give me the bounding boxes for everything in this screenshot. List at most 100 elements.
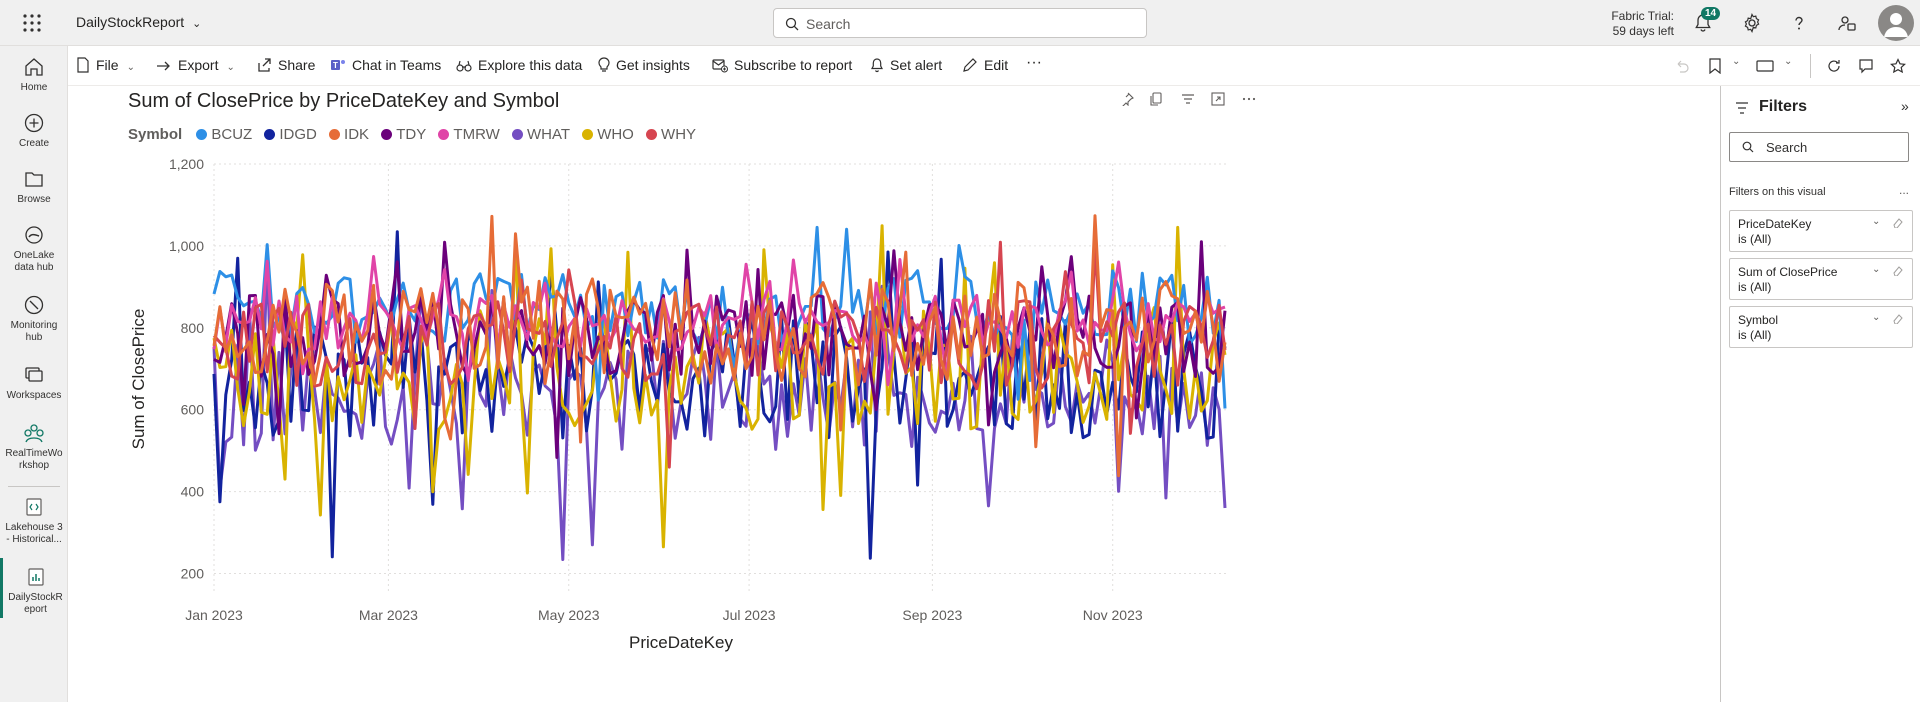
nav-create[interactable]: Create (0, 112, 68, 150)
chevron-down-icon[interactable]: ⌄ (1872, 216, 1881, 227)
file-menu-button[interactable]: File ⌄ (76, 57, 135, 73)
user-icon (1884, 13, 1908, 37)
avatar[interactable] (1878, 5, 1914, 41)
x-axis-title: PriceDateKey (629, 633, 733, 652)
chevron-down-icon[interactable]: ⌄ (1872, 264, 1881, 275)
teams-icon: T (331, 60, 345, 70)
undo-icon[interactable] (1674, 58, 1690, 74)
share-label: Share (278, 57, 316, 73)
app-launcher-icon[interactable] (22, 13, 42, 33)
filter-card-sum-closeprice[interactable]: Sum of ClosePrice is (All) ⌄ (1729, 258, 1913, 300)
chevron-down-icon[interactable]: ⌄ (1732, 56, 1741, 67)
nav-browse-label: Browse (17, 194, 51, 205)
chevron-down-icon: ⌄ (226, 62, 235, 73)
filter-name: PriceDateKey (1738, 217, 1812, 231)
export-menu-button[interactable]: Export ⌄ (156, 57, 235, 73)
legend-label: WHAT (526, 126, 571, 143)
legend-item-idk[interactable]: IDK (329, 126, 369, 143)
legend-dot (264, 129, 276, 140)
pencil-icon (963, 58, 977, 72)
bookmark-icon[interactable] (1708, 58, 1722, 74)
filters-more-button[interactable]: ... (1899, 183, 1910, 197)
subscribe-label: Subscribe to report (734, 57, 853, 73)
visual-more-options-icon[interactable] (1242, 92, 1256, 111)
legend-label: IDGD (279, 126, 317, 143)
search-icon (785, 17, 799, 31)
refresh-icon[interactable] (1826, 58, 1842, 74)
report-toolbar: File ⌄ Export ⌄ Share T Chat in Teams Explo… (68, 46, 1920, 86)
pin-visual-icon[interactable] (1120, 92, 1134, 111)
monitoring-icon (24, 295, 44, 315)
y-axis-title: Sum of ClosePrice (129, 309, 148, 450)
filter-visual-icon[interactable] (1181, 92, 1195, 111)
nav-lakehouse-label: Lakehouse 3 - Historical... (5, 522, 63, 545)
legend-item-tdy[interactable]: TDY (381, 126, 426, 143)
legend-item-tmrw[interactable]: TMRW (438, 126, 500, 143)
search-placeholder: Search (806, 16, 851, 32)
report-title-dropdown[interactable]: DailyStockReport ⌄ (76, 14, 201, 30)
edit-button[interactable]: Edit (962, 57, 1008, 73)
alert-bell-icon (871, 58, 883, 73)
binoculars-icon (456, 60, 472, 72)
legend-label: BCUZ (211, 126, 253, 143)
chart-title: Sum of ClosePrice by PriceDateKey and Sy… (128, 90, 560, 112)
view-icon[interactable] (1756, 58, 1774, 74)
nav-browse[interactable]: Browse (0, 168, 68, 206)
collapse-pane-icon[interactable]: » (1901, 98, 1909, 114)
filter-card-symbol[interactable]: Symbol is (All) ⌄ (1729, 306, 1913, 348)
legend-label: WHO (597, 126, 634, 143)
nav-lakehouse[interactable]: Lakehouse 3 - Historical... (0, 496, 68, 546)
comment-icon[interactable] (1858, 58, 1874, 74)
nav-home[interactable]: Home (0, 56, 68, 94)
line-chart[interactable]: 200 400 600 800 1,000 1,200 Jan 2023 Mar 2023 Ma… (120, 150, 1240, 690)
trial-status[interactable]: Fabric Trial: 59 days left (1610, 9, 1674, 39)
home-icon (25, 58, 43, 76)
subscribe-button[interactable]: Subscribe to report (712, 57, 852, 73)
legend-label: WHY (661, 126, 697, 143)
get-insights-button[interactable]: Get insights (598, 57, 690, 73)
set-alert-button[interactable]: Set alert (870, 57, 942, 73)
nav-onelake[interactable]: OneLake data hub (0, 224, 68, 274)
report-title: DailyStockReport (76, 14, 185, 30)
help-icon[interactable] (1788, 12, 1810, 34)
insights-label: Get insights (616, 57, 690, 73)
explore-data-button[interactable]: Explore this data (456, 57, 582, 73)
global-search-input[interactable]: Search (773, 8, 1147, 38)
more-options-button[interactable]: ··· (1026, 54, 1042, 71)
x-tick-label: Jul 2023 (723, 607, 776, 623)
chevron-down-icon[interactable]: ⌄ (1784, 56, 1793, 67)
legend-item-why[interactable]: WHY (646, 126, 696, 143)
x-tick-label: Jan 2023 (185, 607, 243, 623)
legend-item-who[interactable]: WHO (582, 126, 634, 143)
copy-visual-icon[interactable] (1150, 92, 1164, 111)
chart-legend: Symbol BCUZ IDGD IDK TDY TMRW WHAT WHO W… (128, 126, 704, 143)
star-icon[interactable] (1890, 58, 1906, 74)
y-tick-label: 200 (181, 566, 205, 582)
legend-dot (582, 129, 594, 140)
gear-icon[interactable] (1741, 12, 1763, 34)
filter-card-pricedatekey[interactable]: PriceDateKey is (All) ⌄ (1729, 210, 1913, 252)
eraser-icon[interactable] (1892, 216, 1904, 228)
chat-in-teams-button[interactable]: T Chat in Teams (330, 57, 441, 73)
focus-mode-icon[interactable] (1211, 92, 1225, 111)
legend-item-idgd[interactable]: IDGD (264, 126, 317, 143)
nav-monitoring[interactable]: Monitoring hub (0, 294, 68, 344)
legend-item-what[interactable]: WHAT (511, 126, 571, 143)
nav-monitoring-label: Monitoring hub (10, 320, 58, 343)
filters-title: Filters (1759, 98, 1808, 115)
legend-dot (329, 129, 341, 140)
chevron-down-icon: ⌄ (192, 18, 202, 30)
share-button[interactable]: Share (256, 57, 315, 73)
filters-search-input[interactable]: Search (1729, 132, 1909, 162)
chevron-down-icon[interactable]: ⌄ (1872, 312, 1881, 323)
eraser-icon[interactable] (1892, 312, 1904, 324)
nav-workspaces[interactable]: Workspaces (0, 364, 68, 402)
nav-realtimeworkshop[interactable]: RealTimeWorkshop (0, 422, 68, 472)
filter-icon (1736, 102, 1748, 114)
subscribe-icon (712, 59, 728, 73)
legend-item-bcuz[interactable]: BCUZ (196, 126, 252, 143)
share-feedback-icon[interactable] (1836, 12, 1858, 34)
trial-line2: 59 days left (1612, 24, 1674, 38)
nav-dailystockreport[interactable]: DailyStockReport (0, 558, 68, 618)
eraser-icon[interactable] (1892, 264, 1904, 276)
